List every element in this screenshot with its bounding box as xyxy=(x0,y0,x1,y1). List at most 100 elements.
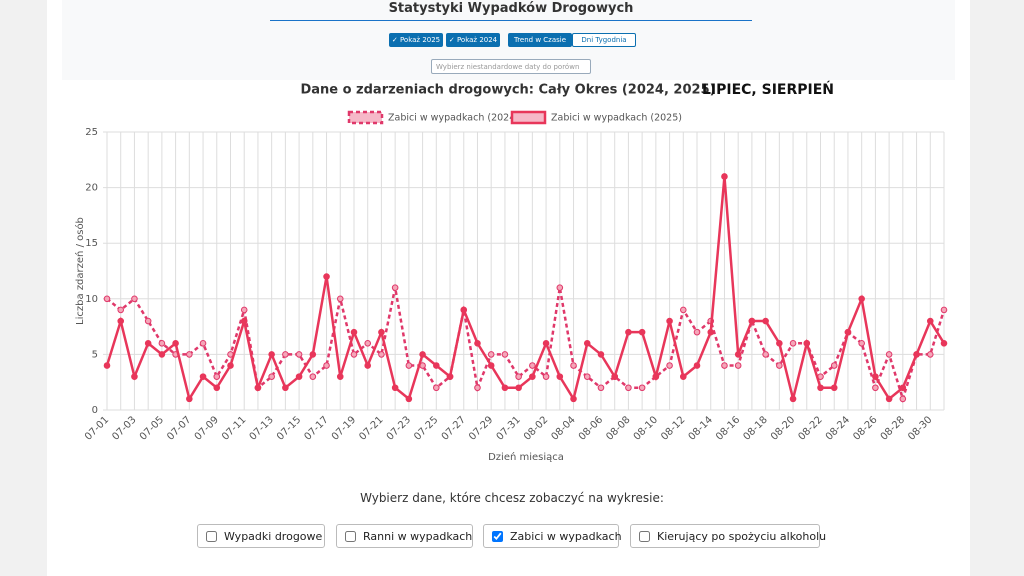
data-point xyxy=(144,339,152,347)
data-point xyxy=(405,362,413,369)
data-point xyxy=(446,373,454,380)
data-point xyxy=(625,328,632,336)
series-line xyxy=(105,176,946,403)
filter-label: Wypadki drogowe xyxy=(224,529,323,543)
data-point xyxy=(474,339,481,347)
x-tick-label: 08-02 xyxy=(522,414,550,442)
content-panel xyxy=(47,0,970,576)
data-point xyxy=(515,373,522,380)
data-point xyxy=(693,328,701,336)
y-tick-label: 10 xyxy=(85,294,98,305)
data-point xyxy=(638,384,646,392)
view-tab[interactable]: Dni Tygodnia xyxy=(572,33,636,47)
y-tick-label: 25 xyxy=(85,127,98,138)
y-tick-label: 15 xyxy=(85,238,98,249)
data-point xyxy=(186,395,193,403)
view-tab[interactable]: Trend w Czasie xyxy=(508,33,572,47)
x-tick-label: 08-06 xyxy=(577,414,605,442)
checkbox[interactable] xyxy=(206,530,217,542)
data-point xyxy=(103,362,111,369)
x-tick-label: 07-05 xyxy=(138,414,166,442)
data-point xyxy=(213,373,221,380)
x-tick-label: 08-18 xyxy=(742,414,770,442)
x-tick-label: 08-08 xyxy=(604,414,632,442)
data-point xyxy=(405,395,413,403)
data-point xyxy=(652,373,660,380)
year-button[interactable]: ✓ Pokaż 2025 xyxy=(389,33,443,47)
data-point xyxy=(734,362,742,369)
data-point xyxy=(885,351,893,358)
x-tick-label: 07-11 xyxy=(220,414,248,442)
data-point xyxy=(199,373,207,380)
filter-option[interactable]: Ranni w wypadkach xyxy=(336,524,473,548)
x-tick-label: 07-27 xyxy=(440,414,468,442)
y-tick-label: 20 xyxy=(85,183,98,194)
data-point xyxy=(309,351,317,358)
data-point xyxy=(583,339,591,347)
filter-option[interactable]: Zabici w wypadkach xyxy=(483,524,622,548)
data-point xyxy=(597,384,605,392)
data-point xyxy=(817,384,824,392)
data-point xyxy=(433,384,440,392)
data-point xyxy=(254,384,262,392)
filter-label: Kierujący po spożyciu alkoholu xyxy=(657,529,827,543)
data-point xyxy=(556,373,564,380)
data-point xyxy=(378,351,385,358)
data-point xyxy=(529,373,536,380)
series-line xyxy=(106,287,946,404)
data-point xyxy=(844,328,852,336)
data-point xyxy=(570,395,577,403)
data-point xyxy=(570,362,577,369)
x-tick-label: 07-15 xyxy=(275,414,303,442)
data-point xyxy=(323,273,330,280)
data-point xyxy=(172,339,179,347)
data-point xyxy=(336,295,344,303)
filter-option[interactable]: Wypadki drogowe xyxy=(197,524,325,548)
data-point xyxy=(131,373,138,380)
data-point xyxy=(419,351,426,358)
data-point xyxy=(131,295,138,303)
y-axis-label: Liczba zdarzeń / osób xyxy=(74,217,86,325)
filter-option[interactable]: Kierujący po spożyciu alkoholu xyxy=(630,524,826,548)
x-axis-label: Dzień miesiąca xyxy=(488,451,564,463)
data-point xyxy=(666,317,673,325)
data-point xyxy=(899,395,907,403)
data-point xyxy=(268,373,275,380)
data-point xyxy=(830,384,838,392)
data-point xyxy=(734,351,742,358)
date-input[interactable]: Wybierz niestandardowe daty do porówn xyxy=(431,59,591,74)
data-point xyxy=(858,295,865,303)
checkbox[interactable] xyxy=(345,530,356,542)
data-point xyxy=(474,384,481,392)
data-point xyxy=(926,317,934,325)
data-point xyxy=(679,306,687,314)
data-point xyxy=(583,373,591,380)
data-point xyxy=(103,295,111,303)
data-point xyxy=(762,351,769,358)
legend-swatch xyxy=(347,110,384,125)
x-tick-label: 07-25 xyxy=(412,414,440,442)
x-tick-label: 08-24 xyxy=(824,414,852,442)
year-button[interactable]: ✓ Pokaż 2024 xyxy=(446,33,500,47)
legend-label: Zabici w wypadkach (2025) xyxy=(551,113,682,124)
x-tick-label: 07-23 xyxy=(385,414,413,442)
data-point xyxy=(638,328,646,336)
data-point xyxy=(433,362,440,369)
data-point xyxy=(707,328,715,336)
checkbox[interactable] xyxy=(492,530,503,542)
x-tick-label: 08-04 xyxy=(549,414,577,442)
checkbox[interactable] xyxy=(639,530,650,542)
data-point xyxy=(501,384,509,392)
data-point xyxy=(350,328,358,336)
x-tick-label: 07-21 xyxy=(357,414,385,442)
data-point xyxy=(803,339,811,347)
legend-swatch xyxy=(510,110,547,125)
data-point xyxy=(282,351,289,358)
data-point xyxy=(501,351,509,358)
x-tick-label: 08-26 xyxy=(851,414,879,442)
data-point xyxy=(117,306,125,314)
data-point xyxy=(830,362,838,369)
filter-label: Zabici w wypadkach xyxy=(510,529,622,543)
x-tick-label: 07-07 xyxy=(165,414,193,442)
chart-title: Dane o zdarzeniach drogowych: Cały Okres… xyxy=(300,83,715,98)
